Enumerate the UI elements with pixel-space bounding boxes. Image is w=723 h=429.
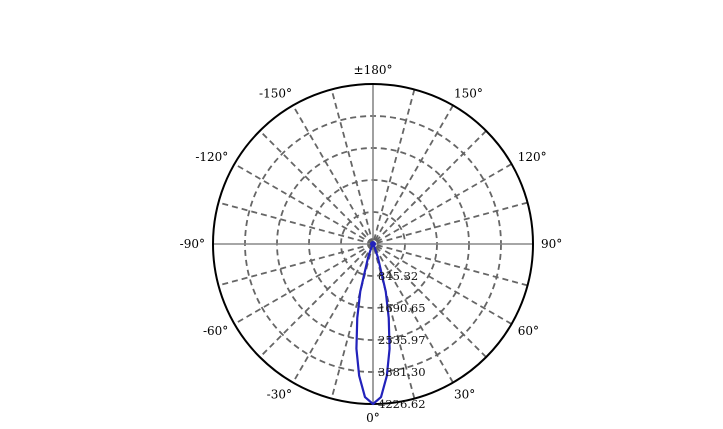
series-curve-0 — [355, 242, 391, 406]
grid-spoke-150 — [292, 104, 454, 384]
angle-label: -30° — [267, 388, 292, 402]
angle-label: -150° — [259, 86, 292, 100]
series-origin-point — [370, 241, 376, 247]
radial-tick-label: 845.32 — [378, 269, 418, 283]
angle-label: -60° — [203, 324, 228, 338]
angle-label: -90° — [180, 237, 205, 251]
angle-label: 150° — [454, 86, 483, 100]
grid-spoke-30 — [292, 104, 454, 384]
radial-tick-label: 4226.62 — [378, 397, 426, 411]
grid-spoke-120 — [233, 163, 513, 325]
angle-label: 90° — [541, 237, 562, 251]
angle-labels: 0° 30° 60° 90° 120° 150° ±180° -150° -120° -90° -6… — [180, 63, 563, 425]
angle-label: 0° — [366, 411, 380, 425]
radial-tick-label: 2535.97 — [378, 333, 426, 347]
series-curves — [355, 241, 391, 406]
angle-label: 120° — [518, 150, 547, 164]
radial-tick-label: 3381.30 — [378, 365, 426, 379]
grid-spoke-60 — [233, 163, 513, 325]
angle-label: -120° — [195, 150, 228, 164]
angle-label: 60° — [518, 324, 539, 338]
radial-tick-label: 1690.65 — [378, 301, 426, 315]
radial-tick-labels: 845.32 1690.65 2535.97 3381.30 4226.62 — [378, 269, 426, 411]
angle-label: ±180° — [354, 63, 393, 77]
angle-label: 30° — [454, 388, 475, 402]
